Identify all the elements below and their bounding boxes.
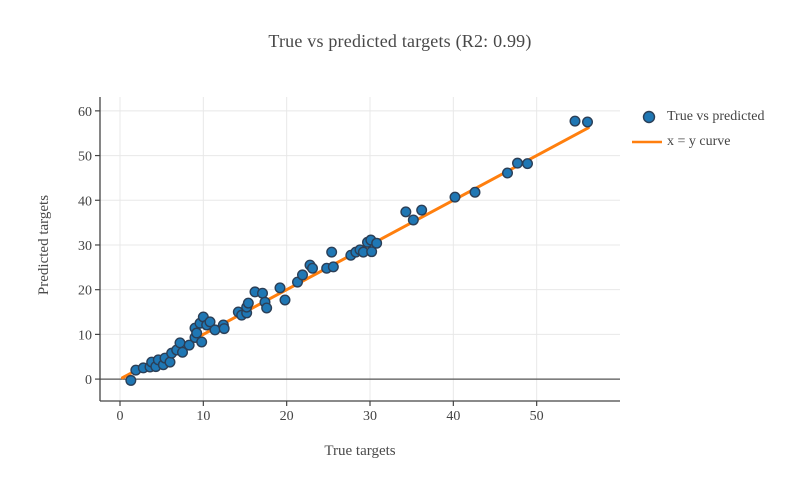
scatter-point[interactable] <box>297 269 309 281</box>
scatter-point[interactable] <box>183 339 195 351</box>
legend-label-scatter: True vs predicted <box>667 108 765 124</box>
y-tick-label: 0 <box>85 373 92 388</box>
scatter-point[interactable] <box>174 337 186 349</box>
legend: True vs predicted x = y curve <box>630 104 764 154</box>
scatter-point[interactable] <box>191 327 203 339</box>
scatter-point[interactable] <box>512 157 524 169</box>
line-sample-icon <box>632 140 662 143</box>
x-tick-label: 40 <box>446 409 460 424</box>
scatter-point[interactable] <box>522 158 534 170</box>
scatter-point[interactable] <box>164 356 176 368</box>
y-axis-title: Predicted targets <box>36 194 52 296</box>
scatter-points <box>125 115 594 386</box>
scatter-point[interactable] <box>569 115 581 127</box>
scatter-point[interactable] <box>582 116 594 128</box>
y-tick-label: 50 <box>78 150 92 165</box>
scatter-point[interactable] <box>176 346 188 358</box>
y-tick-label: 40 <box>78 194 92 209</box>
scatter-point[interactable] <box>204 316 216 328</box>
x-tick-label: 0 <box>117 409 124 424</box>
scatter-point[interactable] <box>502 167 514 179</box>
scatter-point[interactable] <box>279 294 291 306</box>
scatter-marker-icon <box>642 110 656 123</box>
scatter-point[interactable] <box>407 214 419 226</box>
scatter-point[interactable] <box>469 186 481 198</box>
scatter-point[interactable] <box>366 246 378 258</box>
x-tick-label: 50 <box>530 409 544 424</box>
y-tick-label: 60 <box>78 105 92 120</box>
chart-title: True vs predicted targets (R2: 0.99) <box>268 31 532 51</box>
scatter-point[interactable] <box>416 204 428 216</box>
scatter-point[interactable] <box>326 246 338 258</box>
scatter-point[interactable] <box>274 282 286 294</box>
scatter-point[interactable] <box>125 374 137 386</box>
scatter-point[interactable] <box>400 206 412 218</box>
axis-ticks: 0 10 20 30 40 50 0 10 20 30 40 50 60 <box>78 105 544 424</box>
scatter-point[interactable] <box>307 262 319 274</box>
scatter-point[interactable] <box>449 191 461 203</box>
legend-item-true-vs-predicted[interactable]: True vs predicted <box>630 104 764 129</box>
x-tick-label: 30 <box>363 409 377 424</box>
scatter-point[interactable] <box>261 302 273 314</box>
scatter-point[interactable] <box>196 336 208 348</box>
scatter-point[interactable] <box>218 323 230 335</box>
scatter-point[interactable] <box>257 287 269 299</box>
y-tick-label: 30 <box>78 239 92 254</box>
scatter-point[interactable] <box>327 261 339 273</box>
y-tick-label: 20 <box>78 284 92 299</box>
scatter-point[interactable] <box>242 297 254 309</box>
x-axis-title: True targets <box>324 443 396 459</box>
x-tick-label: 20 <box>280 409 294 424</box>
legend-item-xy-curve[interactable]: x = y curve <box>630 129 764 154</box>
x-tick-label: 10 <box>196 409 210 424</box>
scatter-point[interactable] <box>371 237 383 249</box>
legend-label-line: x = y curve <box>667 133 731 149</box>
y-tick-label: 10 <box>78 328 92 343</box>
